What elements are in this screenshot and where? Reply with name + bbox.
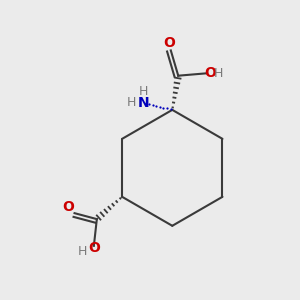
- Text: H: H: [78, 245, 87, 258]
- Text: O: O: [63, 200, 74, 214]
- Text: H: H: [139, 85, 148, 98]
- Text: O: O: [204, 66, 216, 80]
- Text: N: N: [138, 96, 149, 110]
- Text: O: O: [164, 36, 175, 50]
- Text: O: O: [88, 241, 100, 255]
- Text: H: H: [127, 96, 136, 109]
- Text: H: H: [214, 67, 223, 80]
